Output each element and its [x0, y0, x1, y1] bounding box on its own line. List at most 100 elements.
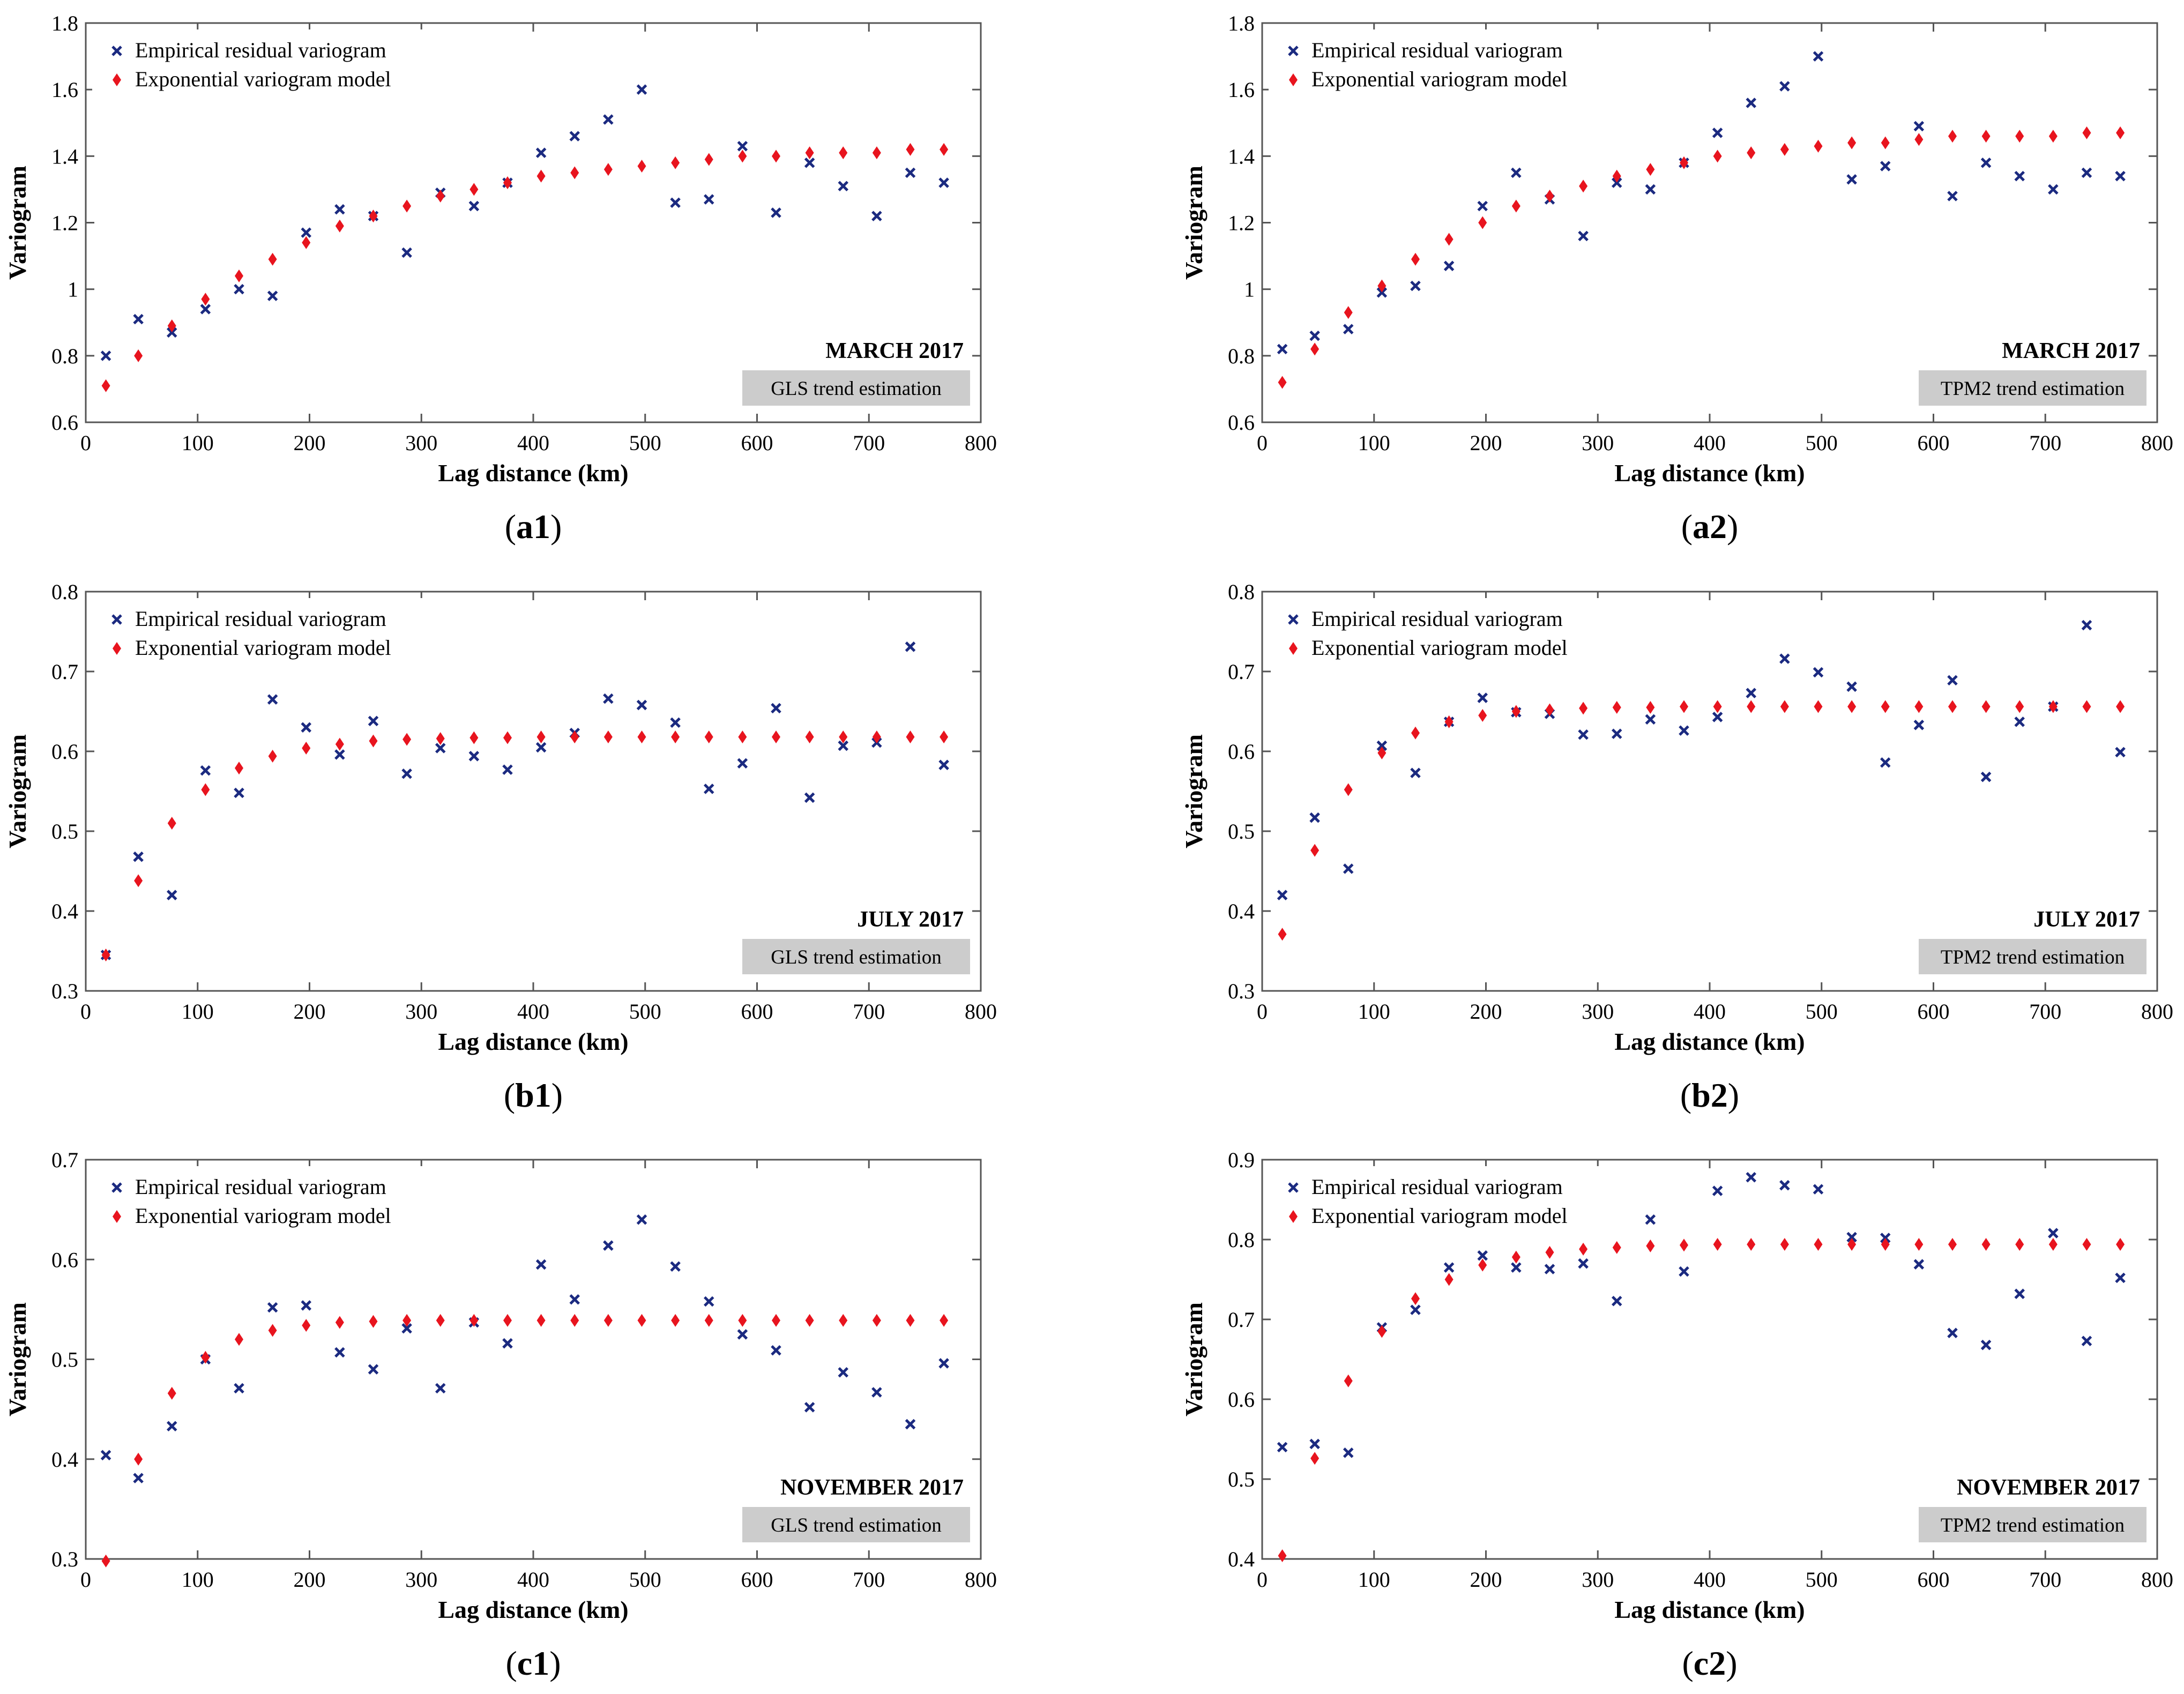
- x-tick-label: 200: [1470, 431, 1502, 455]
- x-tick-label: 800: [965, 1568, 997, 1592]
- empirical-point: [1443, 1262, 1455, 1273]
- panel-caption-letter: b2: [1691, 1076, 1728, 1114]
- empirical-point: [871, 211, 882, 221]
- empirical-point: [435, 743, 446, 753]
- model-point: [469, 1314, 479, 1327]
- y-tick-label: 0.8: [1228, 344, 1255, 368]
- model-point: [771, 730, 780, 744]
- empirical-point: [1712, 1185, 1723, 1196]
- empirical-point: [1813, 667, 1824, 678]
- model-point: [101, 1554, 110, 1568]
- model-point: [1278, 1549, 1287, 1563]
- model-point: [234, 762, 243, 775]
- empirical-point: [670, 717, 681, 728]
- method-badge: [742, 1507, 970, 1542]
- empirical-point: [435, 1383, 446, 1394]
- empirical-point: [2115, 1272, 2126, 1283]
- x-tick-label: 0: [1257, 431, 1268, 455]
- model-point: [1511, 199, 1520, 213]
- empirical-point: [1746, 688, 1757, 698]
- x-tick-label: 0: [1257, 1568, 1268, 1592]
- panel-caption-b1: (b1): [503, 1076, 563, 1114]
- model-point: [738, 730, 747, 744]
- model-point: [402, 199, 412, 213]
- empirical-point: [267, 290, 278, 301]
- empirical-point: [2115, 170, 2126, 182]
- empirical-point: [670, 197, 681, 208]
- x-tick-label: 500: [629, 431, 661, 455]
- x-tick-label: 700: [853, 431, 885, 455]
- y-tick-label: 0.5: [1228, 819, 1255, 844]
- empirical-point: [368, 715, 379, 727]
- x-tick-label: 100: [182, 999, 214, 1024]
- empirical-point: [603, 114, 614, 125]
- model-point: [1545, 1245, 1554, 1259]
- model-point: [1881, 136, 1890, 150]
- model-point: [1713, 150, 1722, 163]
- panel-caption-letter: c1: [517, 1644, 550, 1682]
- x-tick-label: 400: [1694, 999, 1726, 1024]
- empirical-point: [401, 1323, 412, 1334]
- x-tick-label: 700: [2029, 431, 2061, 455]
- empirical-point: [468, 200, 480, 212]
- model-point: [839, 730, 848, 744]
- y-tick-label: 1.8: [1228, 12, 1255, 35]
- empirical-point: [401, 247, 412, 258]
- empirical-point: [636, 1214, 647, 1225]
- model-point: [738, 150, 747, 163]
- empirical-point: [938, 759, 949, 771]
- legend: Empirical residual variogram Exponential …: [1269, 1166, 1612, 1230]
- legend-empirical-label: Empirical residual variogram: [1311, 1175, 1563, 1199]
- model-point: [1713, 1237, 1722, 1251]
- x-tick-label: 800: [965, 999, 997, 1024]
- x-tick-label: 800: [965, 431, 997, 455]
- model-point: [1814, 139, 1823, 153]
- model-point: [201, 783, 210, 796]
- model-point: [1612, 1241, 1621, 1254]
- model-point: [2116, 1237, 2125, 1251]
- model-point: [469, 183, 479, 196]
- empirical-point: [1477, 200, 1488, 212]
- empirical-point: [804, 792, 815, 803]
- model-point: [1545, 703, 1554, 717]
- x-tick-label: 400: [517, 1568, 549, 1592]
- y-tick-label: 0.4: [51, 899, 78, 923]
- model-point: [1747, 146, 1756, 160]
- y-tick-label: 0.8: [1228, 581, 1255, 604]
- empirical-point: [301, 722, 312, 733]
- empirical-point: [200, 765, 211, 776]
- y-tick-label: 0.4: [1228, 899, 1255, 923]
- empirical-point: [569, 131, 580, 141]
- empirical-point: [1343, 863, 1354, 874]
- empirical-point: [1343, 1447, 1354, 1458]
- y-tick-label: 0.8: [51, 344, 78, 368]
- empirical-point: [468, 751, 480, 762]
- empirical-point: [1309, 1438, 1320, 1450]
- model-point: [2015, 700, 2024, 713]
- legend-model-marker: [1289, 642, 1298, 655]
- model-point: [1780, 143, 1789, 156]
- x-tick-label: 100: [1358, 431, 1390, 455]
- model-point: [1579, 1242, 1588, 1256]
- legend-empirical-marker: [111, 46, 122, 56]
- empirical-point: [2048, 1228, 2059, 1238]
- empirical-point: [1611, 1295, 1622, 1307]
- chart-panel-a1: 0 100 200 300 400 500 600 700 800 0.6 0.8 1 1.2 1.4 1.…: [4, 12, 997, 487]
- x-tick-label: 500: [1806, 1568, 1838, 1592]
- empirical-point: [535, 742, 547, 753]
- model-point: [536, 730, 546, 744]
- x-tick-label: 500: [1806, 431, 1838, 455]
- x-tick-label: 0: [80, 1568, 91, 1592]
- x-tick-label: 600: [741, 999, 773, 1024]
- model-point: [771, 1314, 780, 1327]
- legend-background: [92, 29, 435, 94]
- empirical-point: [1980, 1339, 1992, 1350]
- month-label: MARCH 2017: [2002, 339, 2140, 363]
- empirical-point: [1913, 1259, 1925, 1270]
- y-axis-label: Variogram: [1180, 166, 1207, 280]
- y-tick-label: 0.3: [51, 979, 78, 1003]
- legend-model-marker: [113, 642, 121, 655]
- model-point: [302, 1319, 311, 1332]
- empirical-point: [2081, 620, 2092, 631]
- panel-caption-a2: (a2): [1681, 508, 1739, 546]
